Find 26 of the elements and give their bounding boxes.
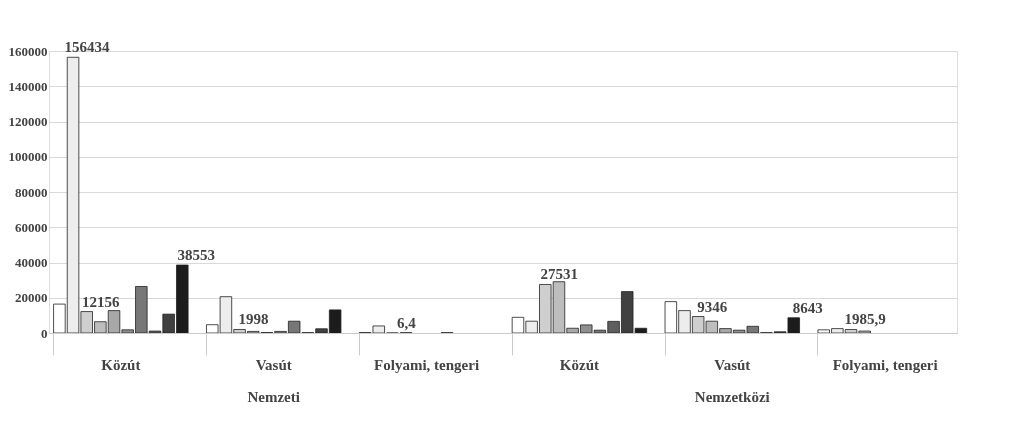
x-tick-label: Közút (101, 356, 141, 373)
data-label: 156434 (64, 39, 111, 56)
y-tick-label: 40000 (15, 255, 48, 270)
data-label: 1998 (238, 311, 269, 328)
data-label: 38553 (177, 247, 216, 264)
x-tick-label: Folyami, tengeri (832, 356, 938, 373)
data-label: 9346 (697, 298, 728, 315)
y-tick-label: 60000 (15, 219, 48, 235)
y-tick-label: 120000 (8, 114, 48, 129)
x-tick-label: Vasút (255, 356, 292, 373)
y-tick-label: 140000 (8, 78, 48, 94)
text: Nemzeti (247, 389, 300, 405)
data-label: 6,4 (397, 314, 417, 331)
data-label: 8643 (792, 299, 823, 316)
x-tick-label: Közút (559, 356, 600, 373)
data-label: 1985,9 (844, 311, 886, 328)
y-tick-label: 160000 (8, 43, 48, 59)
y-tick-label: 0 (41, 325, 48, 341)
y-tick-label: 100000 (8, 149, 48, 165)
text: Nemzetközi (694, 389, 770, 405)
data-label: 27531 (540, 266, 579, 283)
x-tick-label: Vasút (714, 356, 751, 373)
data-label: 12156 (81, 293, 120, 310)
x-tick-label: Folyami, tengeri (374, 356, 480, 373)
y-tick-label: 20000 (15, 290, 48, 306)
y-tick-label: 80000 (15, 184, 48, 200)
